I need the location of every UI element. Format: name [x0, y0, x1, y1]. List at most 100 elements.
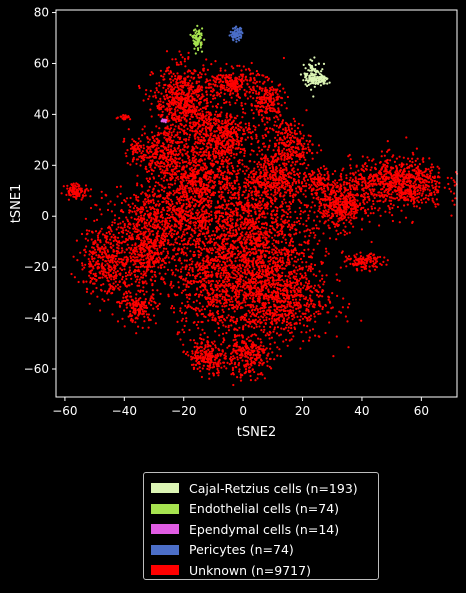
- data-point: [171, 273, 174, 276]
- data-point: [309, 294, 312, 297]
- data-point: [201, 259, 204, 262]
- data-point: [164, 70, 168, 73]
- data-point: [216, 243, 219, 246]
- data-point: [296, 217, 299, 220]
- data-point: [221, 240, 224, 244]
- data-point: [168, 186, 171, 189]
- data-point: [210, 219, 213, 222]
- data-point: [280, 223, 283, 226]
- data-point: [301, 185, 305, 188]
- data-point: [287, 294, 291, 297]
- data-point: [276, 191, 279, 194]
- data-point: [341, 306, 344, 309]
- data-point: [146, 243, 149, 246]
- data-point: [251, 308, 254, 311]
- data-point: [292, 289, 295, 292]
- data-point: [159, 264, 162, 267]
- data-point: [281, 267, 284, 270]
- data-point: [235, 222, 238, 225]
- data-point: [148, 194, 151, 197]
- data-point: [299, 213, 302, 216]
- data-point: [212, 230, 215, 233]
- data-point: [135, 206, 139, 209]
- data-point: [293, 316, 296, 319]
- data-point: [238, 263, 242, 266]
- data-point: [176, 242, 179, 245]
- data-point: [289, 240, 292, 243]
- data-point: [234, 269, 237, 272]
- data-point: [138, 281, 141, 284]
- data-point: [101, 298, 104, 301]
- data-point: [190, 110, 193, 113]
- data-point: [161, 238, 165, 241]
- data-point: [227, 249, 230, 253]
- data-point: [184, 252, 187, 255]
- data-point: [282, 280, 285, 283]
- data-point: [221, 257, 224, 260]
- data-point: [105, 231, 108, 235]
- data-point: [220, 233, 223, 236]
- data-point: [150, 216, 153, 219]
- data-point: [143, 222, 146, 225]
- data-point: [227, 314, 230, 317]
- data-point: [211, 316, 214, 319]
- data-point: [257, 249, 260, 252]
- data-point: [170, 88, 173, 91]
- data-point: [125, 277, 128, 281]
- data-point: [127, 258, 130, 261]
- data-point: [138, 259, 141, 262]
- data-point: [138, 278, 141, 281]
- data-point: [210, 240, 213, 243]
- data-point: [194, 263, 197, 266]
- data-point: [115, 185, 119, 189]
- data-point: [155, 232, 158, 235]
- data-point: [238, 241, 241, 244]
- data-point: [264, 302, 267, 305]
- data-point: [164, 90, 167, 93]
- data-point: [276, 300, 279, 303]
- data-point: [234, 266, 237, 269]
- data-point: [244, 266, 247, 269]
- data-point: [186, 227, 189, 230]
- data-point: [318, 286, 321, 289]
- data-point: [243, 154, 246, 158]
- data-point: [186, 351, 189, 354]
- data-point: [146, 224, 149, 227]
- data-point: [216, 206, 219, 209]
- data-point: [192, 339, 196, 342]
- data-point: [226, 218, 229, 221]
- data-point: [137, 236, 140, 240]
- data-point: [306, 302, 309, 305]
- data-point: [198, 211, 201, 214]
- data-point: [177, 281, 180, 284]
- data-point: [137, 199, 140, 202]
- data-point: [201, 264, 204, 267]
- data-point: [174, 74, 177, 78]
- data-point: [159, 69, 162, 72]
- data-point: [170, 131, 173, 134]
- data-point: [312, 287, 315, 290]
- data-point: [103, 268, 107, 271]
- data-point: [149, 212, 152, 215]
- data-point: [154, 96, 158, 99]
- data-point: [117, 226, 120, 229]
- data-point: [247, 321, 250, 324]
- data-point: [221, 321, 224, 324]
- data-point: [112, 271, 115, 275]
- data-point: [145, 290, 148, 293]
- data-point: [114, 271, 117, 274]
- data-point: [85, 233, 88, 236]
- data-point: [274, 274, 277, 277]
- data-point: [305, 224, 308, 227]
- data-point: [267, 295, 270, 299]
- data-point: [218, 210, 221, 213]
- data-point: [202, 257, 205, 260]
- data-point: [274, 257, 278, 260]
- data-point: [162, 105, 165, 108]
- data-point: [194, 198, 197, 201]
- data-point: [223, 296, 226, 299]
- data-point: [238, 168, 242, 171]
- data-point: [186, 133, 189, 136]
- data-point: [296, 269, 299, 272]
- data-point: [192, 198, 195, 201]
